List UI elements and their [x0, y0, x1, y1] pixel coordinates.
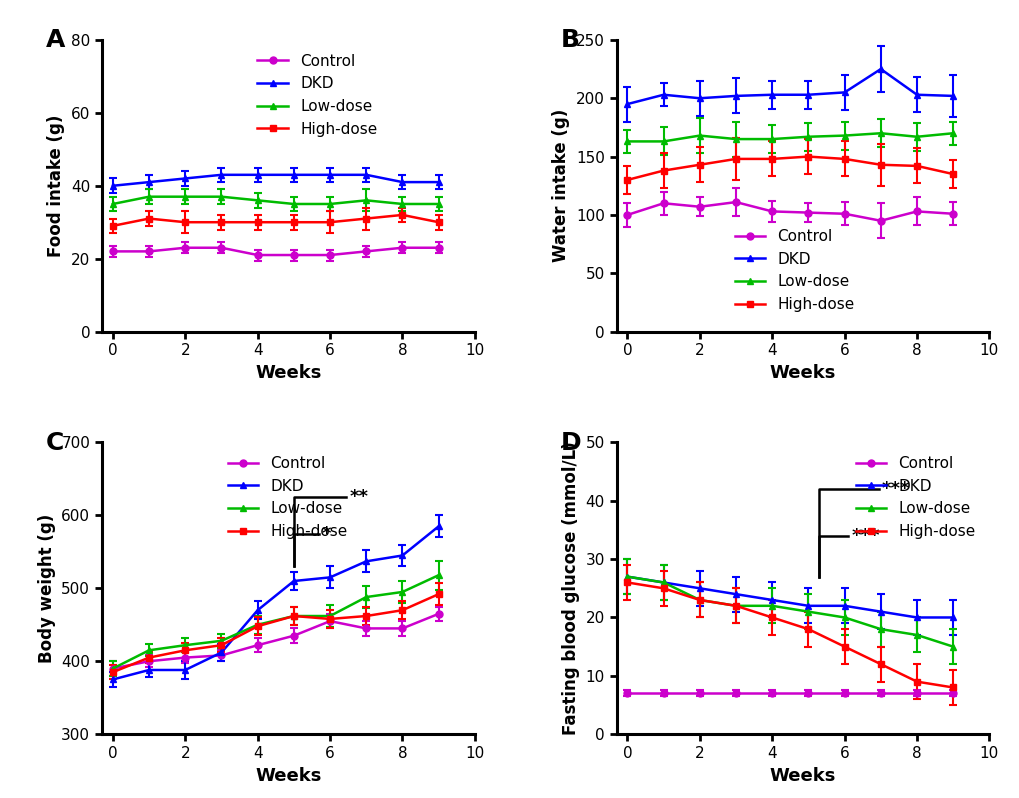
- Legend: Control, DKD, Low-dose, High-dose: Control, DKD, Low-dose, High-dose: [251, 48, 383, 143]
- Text: **: **: [348, 488, 368, 506]
- X-axis label: Weeks: Weeks: [769, 364, 836, 382]
- Text: C: C: [46, 431, 64, 455]
- Text: B: B: [560, 28, 579, 52]
- X-axis label: Weeks: Weeks: [769, 767, 836, 784]
- Y-axis label: Water intake (g): Water intake (g): [551, 109, 570, 263]
- Y-axis label: Body weight (g): Body weight (g): [38, 514, 56, 663]
- X-axis label: Weeks: Weeks: [255, 767, 321, 784]
- Legend: Control, DKD, Low-dose, High-dose: Control, DKD, Low-dose, High-dose: [728, 223, 860, 318]
- Text: *: *: [322, 524, 331, 543]
- Text: ***: ***: [850, 527, 878, 545]
- X-axis label: Weeks: Weeks: [255, 364, 321, 382]
- Text: D: D: [560, 431, 581, 455]
- Text: ***: ***: [881, 480, 910, 498]
- Legend: Control, DKD, Low-dose, High-dose: Control, DKD, Low-dose, High-dose: [221, 450, 354, 545]
- Y-axis label: Food intake (g): Food intake (g): [47, 115, 65, 257]
- Legend: Control, DKD, Low-dose, High-dose: Control, DKD, Low-dose, High-dose: [849, 450, 981, 545]
- Text: A: A: [46, 28, 65, 52]
- Y-axis label: Fasting blood glucose (mmol/L): Fasting blood glucose (mmol/L): [561, 441, 579, 735]
